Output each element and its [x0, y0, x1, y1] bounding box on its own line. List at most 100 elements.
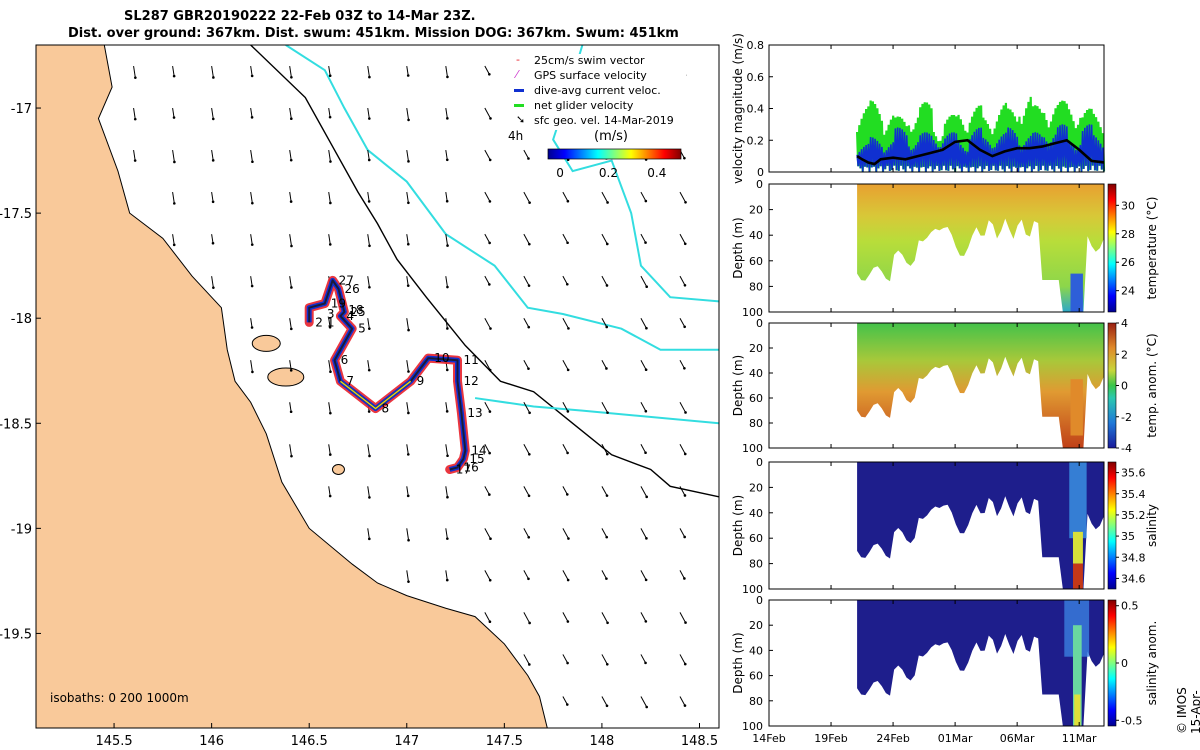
geo-velocity-arrowhead — [212, 76, 215, 79]
track-day-label: 15 — [469, 452, 484, 466]
geo-velocity-arrow — [562, 444, 569, 454]
track-day-label: 26 — [344, 282, 359, 296]
x-tick-label: 148 — [590, 734, 615, 749]
colorbar-tick-label: 34.6 — [1121, 572, 1146, 585]
track-day-label: 9 — [417, 374, 425, 388]
geo-velocity-arrowhead — [290, 244, 293, 248]
chart-title-line1: SL287 GBR20190222 22-Feb 03Z to 14-Mar 2… — [124, 9, 476, 24]
geo-velocity-arrow — [328, 486, 331, 497]
track-day-label: 1 — [327, 315, 335, 329]
geo-velocity-arrow — [406, 192, 409, 203]
geo-velocity-arrowhead — [489, 537, 492, 541]
colorbar-label: temperature (°C) — [1145, 197, 1159, 300]
panel-frame — [768, 183, 1105, 313]
geo-velocity-arrowhead — [489, 117, 492, 120]
geo-velocity-arrowhead — [445, 578, 449, 582]
geo-velocity-arrowhead — [567, 327, 570, 330]
panel-frame — [768, 599, 1105, 727]
geo-velocity-arrow — [328, 402, 331, 414]
geo-velocity-arrowhead — [684, 200, 687, 204]
geo-velocity-arrowhead — [407, 538, 410, 542]
y-tick-label: -17 — [11, 102, 32, 117]
geo-velocity-arrowhead — [488, 241, 491, 245]
geo-velocity-arrowhead — [446, 285, 449, 289]
colorbar-tick-label: 2 — [1121, 348, 1128, 361]
geo-velocity-arrowhead — [644, 199, 648, 203]
geo-velocity-arrow — [484, 359, 491, 371]
geo-velocity-arrow — [562, 654, 569, 664]
panel-frame — [768, 461, 1105, 590]
geo-velocity-arrow — [250, 318, 253, 328]
time-tick-label: 06Mar — [1000, 732, 1035, 745]
land — [36, 45, 548, 728]
geo-velocity-arrow — [406, 234, 409, 245]
geo-velocity-arrow — [289, 360, 292, 371]
geo-velocity-arrowhead — [605, 284, 609, 287]
geo-velocity-arrow — [445, 234, 449, 246]
geo-velocity-arrowhead — [566, 241, 569, 245]
geo-velocity-arrow — [328, 107, 331, 118]
salinity-high-deep — [1072, 563, 1083, 589]
geo-velocity-arrowhead — [290, 286, 293, 289]
legend-swim-label: 25cm/s swim vector — [534, 54, 645, 67]
geo-velocity-arrow — [367, 444, 371, 457]
geo-velocity-arrow — [289, 150, 292, 161]
y-tick-label: 20 — [749, 619, 763, 632]
geo-velocity-arrow — [679, 317, 686, 328]
geo-velocity-arrow — [601, 696, 608, 707]
geo-velocity-arrow — [211, 107, 214, 119]
y-tick-label: 80 — [749, 558, 763, 571]
geo-velocity-arrowhead — [368, 244, 371, 248]
time-tick-label: 11Mar — [1062, 732, 1097, 745]
legend-net-marker — [514, 104, 524, 107]
geo-velocity-arrow — [406, 444, 409, 455]
geo-velocity-arrow — [523, 612, 531, 624]
geo-velocity-arrow — [250, 276, 253, 287]
geo-velocity-arrow — [523, 528, 530, 538]
geo-velocity-arrow — [289, 234, 292, 247]
geo-velocity-arrow — [679, 402, 686, 413]
geo-velocity-arrowhead — [406, 242, 410, 246]
geo-velocity-arrowhead — [644, 620, 648, 623]
geo-velocity-arrow — [406, 65, 409, 76]
legend-dive-marker — [514, 89, 524, 92]
geo-velocity-arrow — [211, 234, 214, 244]
geo-velocity-arrowhead — [528, 411, 531, 415]
geo-velocity-arrow — [523, 486, 530, 497]
geo-velocity-arrow — [445, 107, 448, 119]
geo-velocity-arrow — [328, 65, 331, 76]
geo-velocity-arrowhead — [644, 661, 647, 665]
isobath-1000m — [474, 397, 719, 425]
geo-velocity-arrowhead — [683, 325, 686, 329]
geo-velocity-arrow — [328, 360, 331, 372]
geo-velocity-arrowhead — [328, 325, 332, 329]
geo-velocity-arrowhead — [683, 662, 687, 666]
geo-velocity-arrowhead — [445, 410, 449, 413]
geo-velocity-arrow — [562, 612, 569, 622]
colorbar-tick-label: 4 — [1121, 317, 1128, 330]
geo-velocity-arrow — [679, 233, 686, 245]
y-tick-label: 60 — [749, 670, 763, 683]
y-tick-label: 0.4 — [747, 103, 765, 116]
geo-velocity-arrowhead — [211, 159, 215, 162]
y-tick-label: 100 — [742, 306, 763, 319]
geo-velocity-arrowhead — [644, 451, 647, 455]
geo-velocity-arrowhead — [683, 704, 687, 707]
profile-field — [857, 600, 1104, 726]
geo-velocity-arrowhead — [407, 411, 410, 415]
geo-velocity-arrow — [640, 402, 647, 412]
geo-velocity-arrow — [445, 444, 449, 456]
salinity-plume — [1069, 462, 1087, 539]
geo-velocity-arrowhead — [211, 241, 215, 245]
geo-velocity-arrow — [640, 359, 647, 370]
geo-velocity-arrowhead — [684, 411, 687, 414]
geo-velocity-arrow — [328, 192, 331, 204]
y-tick-label: 0 — [756, 594, 763, 607]
geo-velocity-arrowhead — [251, 201, 254, 205]
track-day-label: 2 — [315, 315, 323, 329]
salinity-high — [1072, 531, 1083, 564]
geo-velocity-arrow — [679, 612, 686, 623]
geo-velocity-arrowhead — [644, 409, 648, 413]
y-tick-label: 0 — [756, 178, 763, 191]
track-day-label: 5 — [358, 322, 366, 336]
